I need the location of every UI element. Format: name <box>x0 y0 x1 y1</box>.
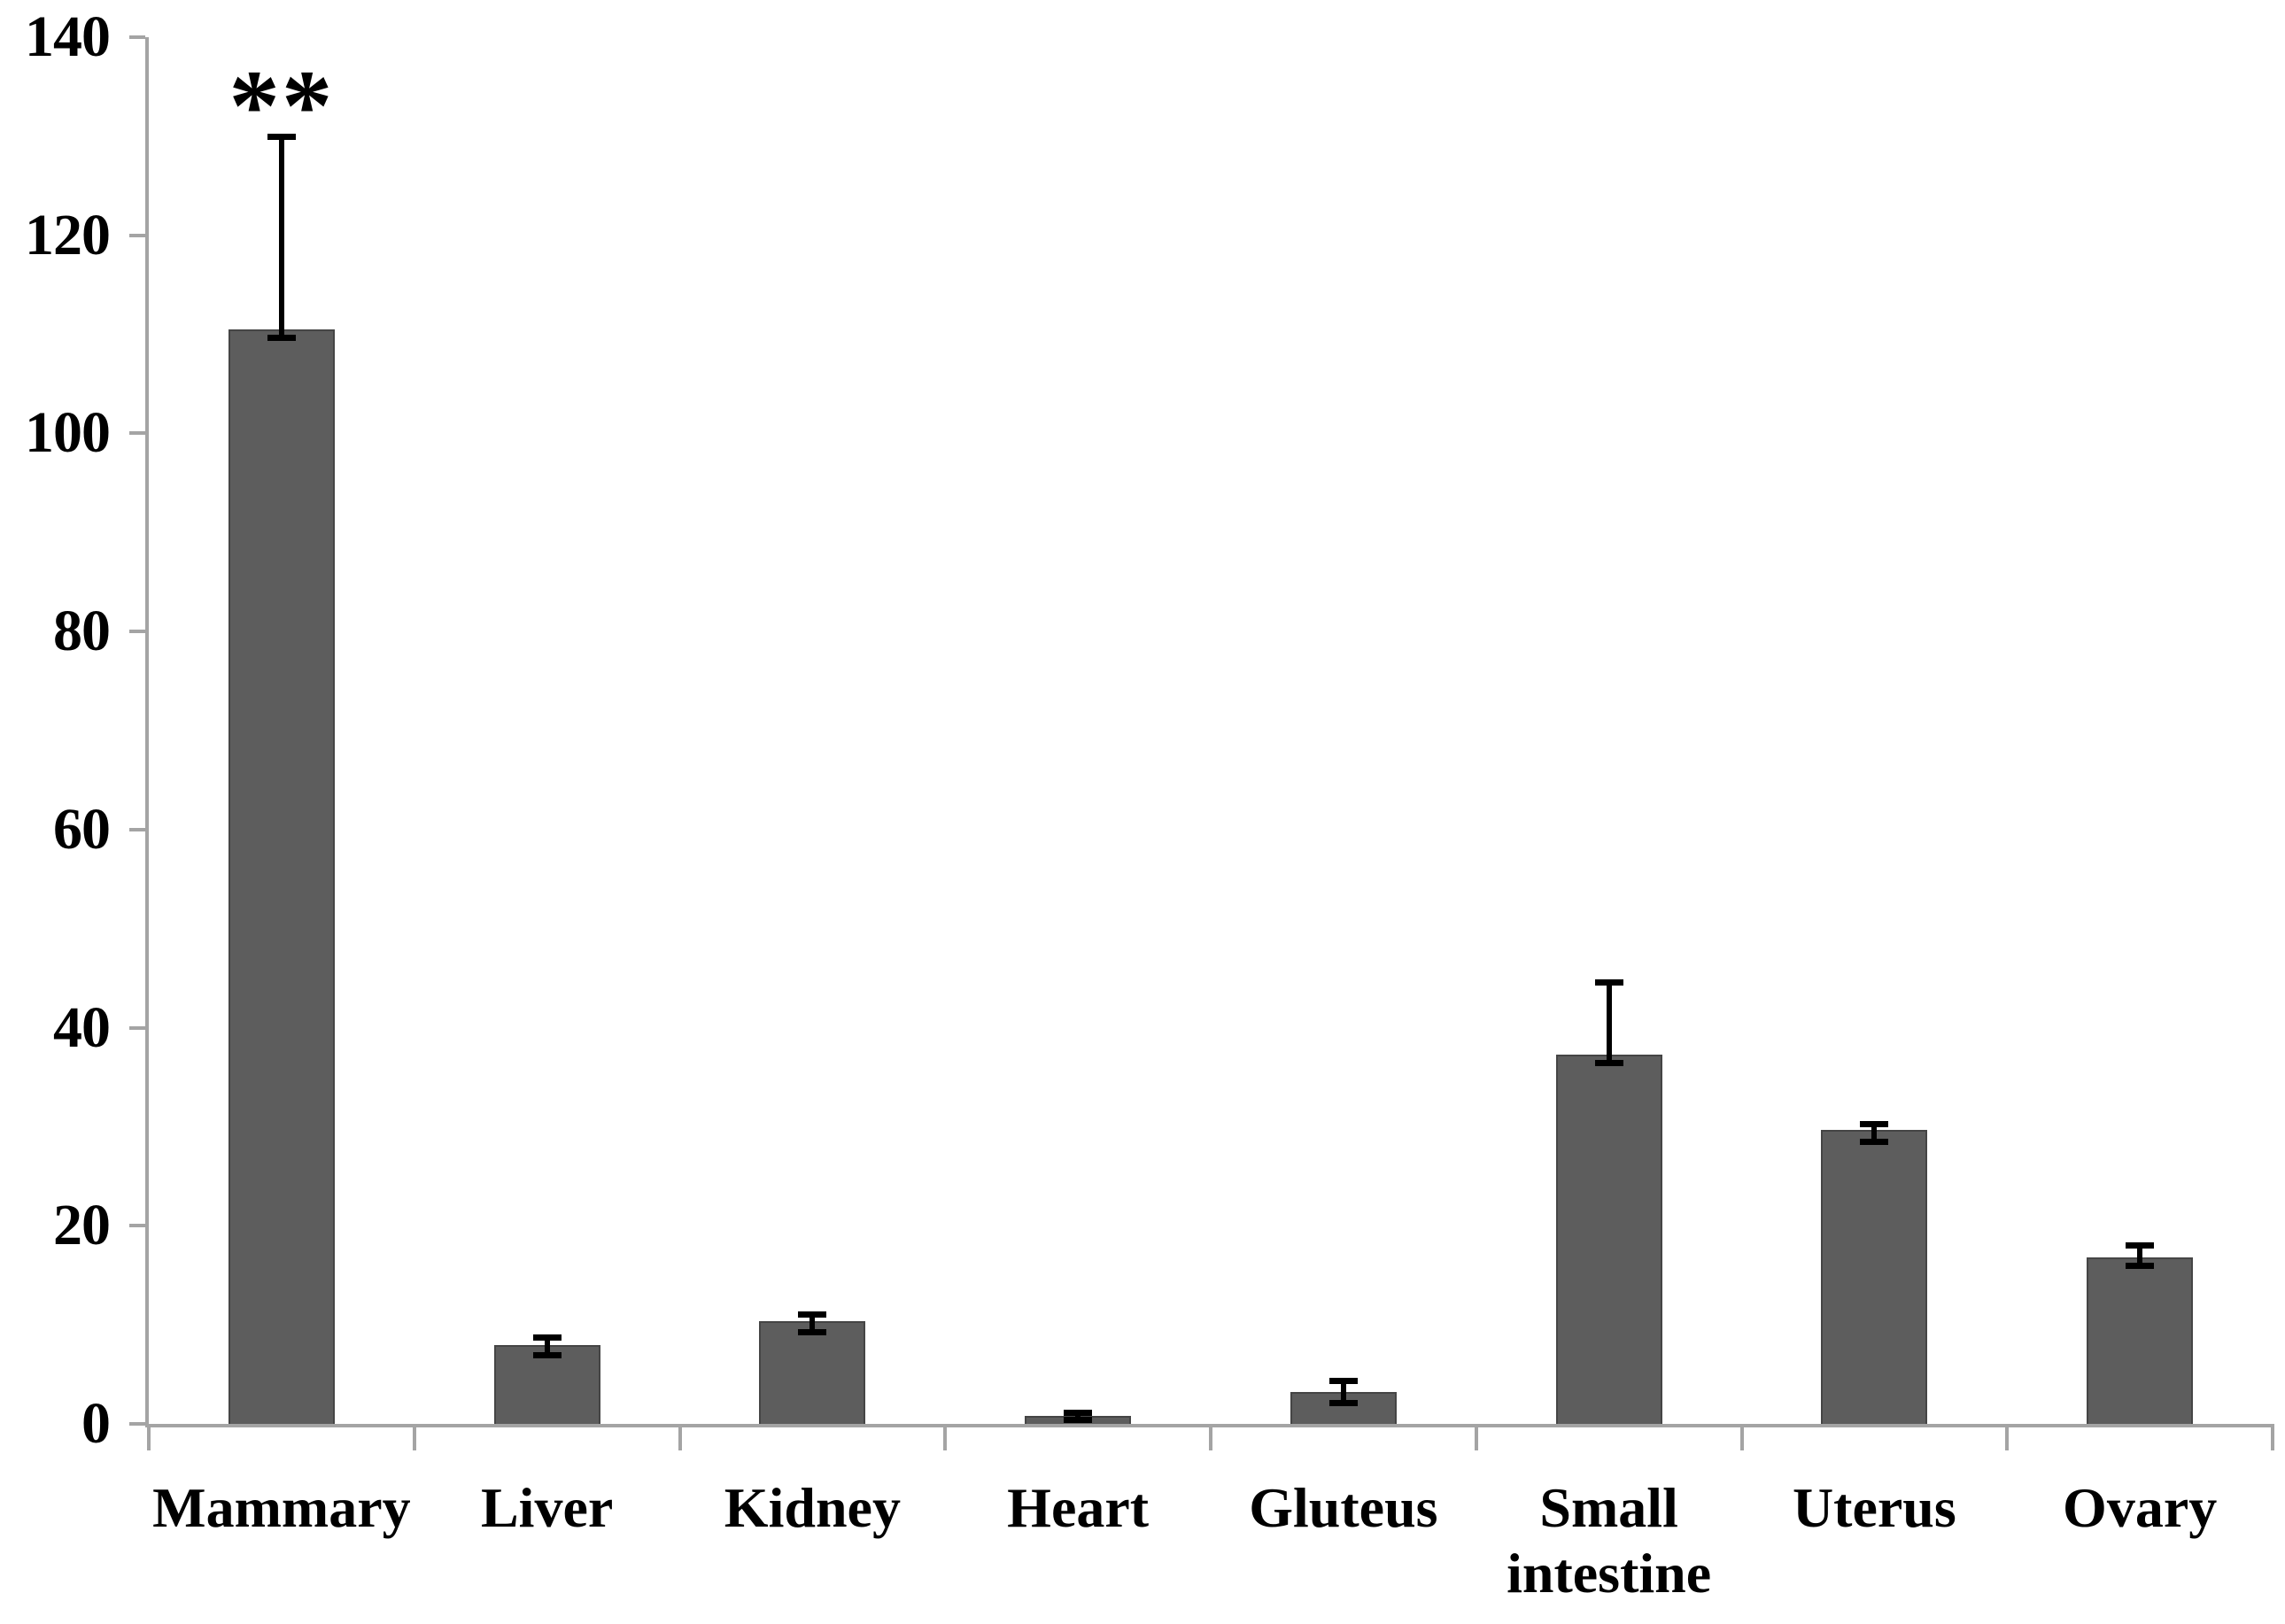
y-tick-mark <box>129 1422 145 1426</box>
x-category-label: Liver <box>480 1476 614 1539</box>
error-bar-cap-bottom <box>1860 1139 1889 1146</box>
error-bar-cap-bottom <box>1328 1399 1358 1406</box>
error-bar-cap-bottom <box>267 335 296 342</box>
error-bar-cap-top <box>798 1311 827 1318</box>
error-bar-stem <box>1871 1124 1878 1143</box>
x-category-label: Mammary <box>152 1476 411 1539</box>
x-category-label: Kidney <box>724 1476 901 1539</box>
x-tick-mark <box>2005 1424 2010 1450</box>
y-tick-label: 0 <box>81 1391 111 1456</box>
error-bar-cap-top <box>267 133 296 140</box>
error-bar-stem <box>809 1313 816 1334</box>
y-tick-mark <box>129 827 145 831</box>
y-axis-line <box>145 37 149 1427</box>
bar-small-intestine <box>1555 1054 1662 1424</box>
error-bar-stem <box>544 1336 550 1356</box>
y-tick-mark <box>129 35 145 39</box>
error-bar-cap-top <box>532 1334 562 1341</box>
x-tick-mark <box>678 1424 682 1450</box>
error-bar-cap-bottom <box>532 1351 562 1358</box>
x-category-label: Uterus <box>1792 1476 1956 1539</box>
bar-uterus <box>1821 1129 1928 1424</box>
y-tick-mark <box>129 431 145 436</box>
error-bar-cap-bottom <box>1064 1416 1093 1423</box>
y-tick-mark <box>129 630 145 634</box>
error-bar-cap-top <box>2126 1241 2155 1249</box>
x-tick-mark <box>943 1424 948 1450</box>
error-bar-stem <box>1075 1411 1081 1420</box>
y-tick-mark <box>129 233 145 237</box>
error-bar-stem <box>1340 1380 1346 1404</box>
x-tick-mark <box>1209 1424 1212 1450</box>
y-tick-label: 140 <box>25 4 111 69</box>
significance-marker: ** <box>228 49 335 162</box>
y-tick-mark <box>129 1025 145 1030</box>
y-tick-mark <box>129 1224 145 1228</box>
x-tick-mark <box>2271 1424 2274 1450</box>
y-tick-label: 100 <box>25 400 111 466</box>
x-tick-mark <box>1474 1424 1478 1450</box>
error-bar-cap-top <box>1860 1121 1889 1128</box>
x-tick-mark <box>1739 1424 1744 1450</box>
x-tick-mark <box>412 1424 416 1450</box>
error-bar-cap-top <box>1594 979 1623 986</box>
x-category-label: Small intestine <box>1507 1476 1712 1605</box>
bar-ovary <box>2087 1257 2194 1424</box>
x-tick-mark <box>147 1424 151 1450</box>
error-bar-cap-top <box>1064 1409 1093 1416</box>
error-bar-cap-bottom <box>798 1329 827 1336</box>
error-bar-cap-bottom <box>2126 1263 2155 1270</box>
error-bar-cap-bottom <box>1594 1059 1623 1066</box>
y-tick-label: 40 <box>53 994 111 1060</box>
error-bar-cap-top <box>1328 1377 1358 1384</box>
bar-kidney <box>759 1320 866 1424</box>
error-bar-stem <box>2137 1244 2143 1267</box>
x-category-label: Ovary <box>2063 1476 2218 1539</box>
y-tick-label: 80 <box>53 599 111 664</box>
x-category-label: Heart <box>1007 1476 1150 1539</box>
error-bar-stem <box>278 135 284 339</box>
y-tick-label: 20 <box>53 1193 111 1258</box>
y-tick-label: 120 <box>25 202 111 267</box>
bar-mammary <box>228 329 335 1424</box>
error-bar-stem <box>1606 982 1612 1063</box>
x-category-label: Gluteus <box>1249 1476 1438 1539</box>
y-tick-label: 60 <box>53 796 111 862</box>
